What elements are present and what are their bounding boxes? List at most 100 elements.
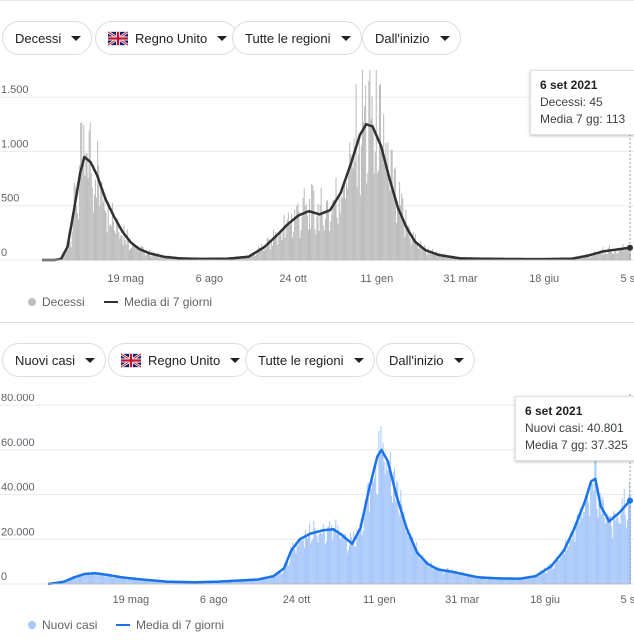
- range-dropdown-label: Dall'inizio: [389, 352, 444, 368]
- bar: [111, 202, 113, 260]
- bar: [545, 573, 547, 584]
- legend-item-bars[interactable]: Decessi: [28, 295, 85, 309]
- bar: [560, 556, 562, 584]
- bar: [161, 580, 163, 584]
- bar: [364, 105, 366, 260]
- bar: [320, 533, 322, 584]
- bar: [621, 249, 623, 260]
- bar: [163, 581, 165, 584]
- bar: [382, 145, 384, 260]
- bar: [244, 580, 246, 584]
- bar: [381, 454, 383, 584]
- bar: [554, 564, 556, 584]
- bar: [238, 258, 240, 260]
- bar: [550, 563, 552, 584]
- bar: [385, 461, 387, 584]
- bar: [339, 212, 341, 260]
- bar: [106, 574, 108, 584]
- bar: [468, 575, 470, 584]
- legend-dot-icon: [28, 298, 36, 306]
- region-dropdown[interactable]: Tutte le regioni: [245, 343, 375, 377]
- bar: [334, 200, 336, 260]
- bar: [553, 568, 555, 584]
- bar: [491, 577, 493, 584]
- bar: [434, 569, 436, 584]
- bar: [135, 579, 137, 584]
- bar: [81, 573, 83, 584]
- bar: [153, 580, 155, 584]
- range-dropdown[interactable]: Dall'inizio: [376, 343, 475, 377]
- bar: [503, 579, 505, 584]
- bar: [128, 577, 130, 584]
- bar: [622, 244, 624, 260]
- bar: [405, 209, 407, 260]
- country-dropdown[interactable]: Regno Unito: [95, 21, 239, 55]
- bar: [323, 230, 325, 260]
- bar: [101, 574, 103, 584]
- bar: [384, 474, 386, 584]
- bar: [103, 573, 105, 584]
- bar: [162, 256, 164, 260]
- range-dropdown[interactable]: Dall'inizio: [362, 21, 461, 55]
- bar: [619, 250, 621, 260]
- legend-item-average[interactable]: Media di 7 giorni: [116, 618, 224, 632]
- bar: [413, 239, 415, 260]
- bar: [94, 179, 97, 260]
- metric-dropdown[interactable]: Nuovi casi: [2, 343, 106, 377]
- country-dropdown[interactable]: Regno Unito: [108, 343, 252, 377]
- bar: [164, 256, 166, 260]
- y-tick-label: 80.000: [1, 394, 35, 404]
- bar: [154, 580, 157, 584]
- metric-dropdown[interactable]: Decessi: [2, 21, 93, 55]
- bar: [76, 212, 79, 260]
- bar: [179, 582, 181, 584]
- bar: [295, 553, 297, 584]
- bar: [332, 539, 334, 584]
- bar: [133, 242, 135, 260]
- bar: [314, 528, 316, 584]
- y-tick-label: 1.000: [1, 138, 29, 150]
- bar: [520, 577, 522, 584]
- bar: [138, 579, 140, 584]
- legend-item-average[interactable]: Media di 7 giorni: [104, 295, 212, 309]
- bar: [122, 576, 124, 584]
- bar: [604, 250, 606, 260]
- deaths-chart[interactable]: 0 500 1.000 1.500 19 mag 6 ago 24 ott 11 gen 31 …: [0, 70, 634, 292]
- bar: [597, 517, 599, 584]
- bar: [618, 522, 620, 584]
- bar: [600, 514, 602, 584]
- bar: [406, 530, 408, 584]
- bar: [592, 483, 594, 584]
- bar: [555, 558, 557, 584]
- bar: [225, 581, 227, 584]
- bar: [158, 581, 160, 584]
- bar: [576, 515, 578, 584]
- bar: [229, 581, 231, 584]
- bar: [254, 256, 257, 260]
- bar: [364, 499, 366, 584]
- bar: [630, 494, 632, 584]
- bar: [580, 512, 582, 584]
- bar: [510, 578, 512, 584]
- bar: [134, 245, 136, 260]
- y-tick-label: 40.000: [1, 482, 35, 494]
- bar: [616, 513, 618, 584]
- bar: [319, 531, 321, 584]
- bar: [124, 239, 126, 260]
- bar: [401, 504, 403, 584]
- bar: [62, 258, 64, 260]
- x-tick-label: 31 mar: [443, 273, 478, 285]
- bar: [124, 576, 126, 584]
- legend-item-bars[interactable]: Nuovi casi: [28, 618, 97, 632]
- bar: [484, 576, 486, 584]
- bar: [88, 131, 90, 260]
- bar: [140, 579, 142, 584]
- bar: [277, 244, 279, 260]
- bar: [423, 248, 425, 260]
- region-dropdown[interactable]: Tutte le regioni: [232, 21, 362, 55]
- deaths-chart-svg: 0 500 1.000 1.500 19 mag 6 ago 24 ott 11 gen 31 …: [0, 70, 634, 285]
- bar: [86, 153, 88, 260]
- cases-chart[interactable]: 0 20.000 40.000 60.000 80.000 19 mag 6 ago 24 o…: [0, 394, 634, 612]
- bar: [602, 247, 604, 260]
- tooltip-average: Media 7 gg: 113: [540, 112, 626, 126]
